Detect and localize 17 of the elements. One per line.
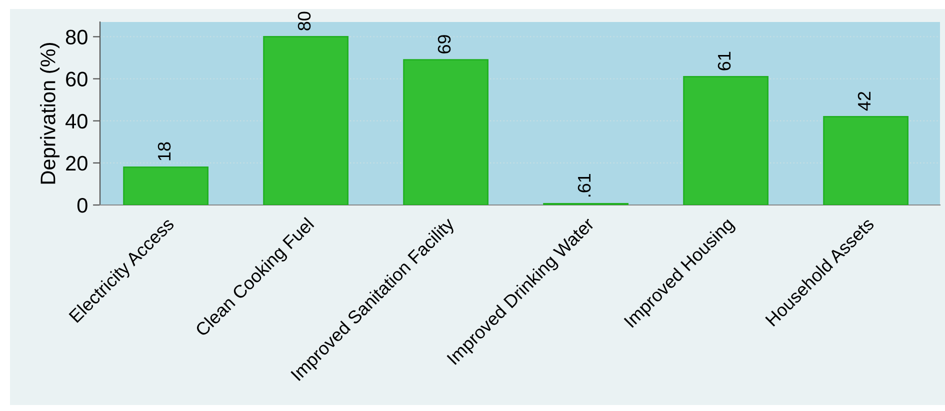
data-label: 69 (438, 35, 451, 54)
bar (683, 76, 768, 205)
data-label: .61 (578, 174, 591, 197)
y-tick-label: 40 (66, 114, 88, 129)
bar (123, 166, 208, 205)
bar (403, 59, 488, 205)
y-tick-label: 20 (66, 156, 88, 171)
y-tick-label: 0 (77, 198, 88, 213)
data-label: 18 (158, 142, 171, 160)
bar (823, 116, 908, 205)
bar (263, 36, 348, 205)
data-label: 42 (858, 92, 870, 111)
data-label: 61 (718, 52, 731, 70)
y-axis-title: Deprivation (%) (40, 43, 60, 184)
data-label: 80 (298, 12, 311, 30)
y-tick-label: 80 (66, 30, 88, 44)
y-tick-label: 60 (66, 72, 88, 87)
